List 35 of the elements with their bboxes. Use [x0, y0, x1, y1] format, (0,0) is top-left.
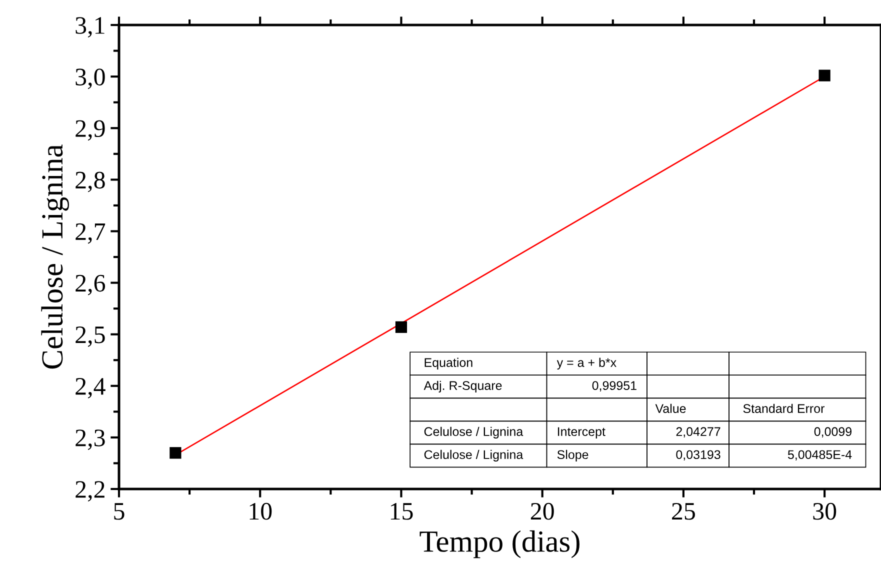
y-tick-label: 2,6	[76, 274, 106, 296]
annotation: Celulose / Lignina	[424, 426, 524, 438]
annotation: 0,0099	[814, 427, 852, 438]
annotation: Celulose / Lignina	[424, 450, 524, 462]
y-tick-label: 2,9	[76, 120, 105, 141]
x-tick-label: 30	[813, 502, 836, 520]
x-axis-title: Tempo (dias)	[420, 530, 580, 558]
annotation: Slope	[557, 450, 588, 462]
point	[395, 321, 408, 333]
annotation: Standard Error	[743, 404, 824, 414]
annotation: Equation	[424, 358, 472, 370]
y-tick-label: 2,5	[76, 326, 105, 347]
annotation: 0,03193	[676, 450, 720, 461]
x-tick-label: 5	[114, 503, 124, 520]
point	[818, 70, 830, 82]
annotation: Value	[655, 404, 686, 414]
point	[170, 447, 182, 459]
y-tick-label: 3,1	[76, 17, 104, 38]
x-tick-label: 25	[672, 502, 695, 520]
y-tick-label: 2,8	[76, 172, 105, 192]
y-tick-label: 2,2	[76, 481, 104, 502]
annotation: 0,99951	[592, 381, 636, 392]
annotation: y = a + b*x	[556, 358, 616, 370]
annotation: 2,04277	[676, 427, 720, 438]
annotation: Adj. R-Square	[424, 380, 502, 392]
annotation: Intercept	[558, 427, 606, 438]
x-tick-label: 15	[390, 503, 413, 520]
y-tick-label: 2,4	[76, 378, 106, 398]
y-tick-label: 3,0	[76, 68, 105, 90]
y-tick-label: 2,7	[76, 223, 106, 244]
y-axis-title: Celulose / Lignina	[41, 144, 69, 369]
x-tick-label: 20	[530, 502, 554, 520]
annotation: 5,00485E-4	[788, 450, 852, 461]
x-tick-label: 10	[250, 502, 272, 520]
y-tick-label: 2,3	[76, 430, 105, 450]
